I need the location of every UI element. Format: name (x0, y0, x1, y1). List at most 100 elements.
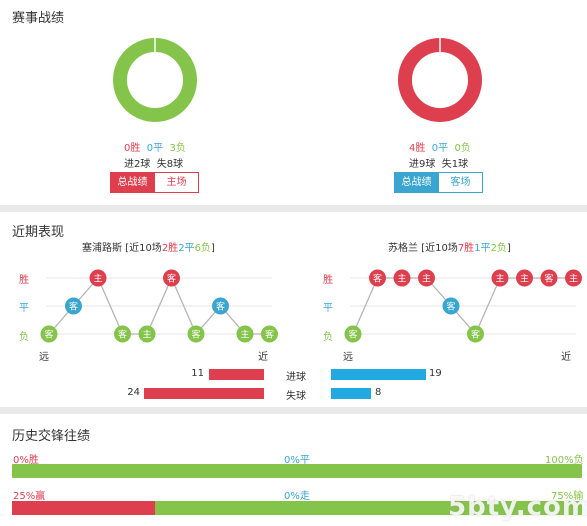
right-team-match-marker[interactable]: 主 (516, 269, 533, 287)
overall-record-title: 赛事战绩 (12, 11, 65, 26)
right-away-button[interactable]: 客场 (438, 172, 483, 193)
left-team-match-marker[interactable]: 客 (261, 325, 278, 343)
left-win-count: 0胜 (124, 143, 141, 154)
left-team-match-marker[interactable]: 主 (236, 325, 254, 343)
right-team-match-marker[interactable]: 客 (540, 269, 558, 287)
left-team-summary: 塞浦路斯 [近10场2胜2平6负] (82, 243, 215, 254)
left-team-match-dot (65, 297, 82, 315)
h2h-handicap-loss-percent: 75%输 (551, 491, 584, 502)
right-team-match-venue: 主 (520, 273, 529, 285)
left-conceded-value: 24 (127, 387, 140, 398)
right-team-match-dot (565, 269, 582, 287)
right-near-label: 近 (561, 352, 571, 363)
left-row-label-loss: 负 (19, 332, 29, 343)
h2h-handicap-win-percent: 25%赢 (13, 491, 46, 502)
right-team-match-marker[interactable]: 主 (491, 269, 509, 287)
left-team-match-dot (187, 325, 205, 343)
h2h-handicap-push-percent: 0%走 (284, 491, 310, 502)
site-watermark: 5bty.com (448, 492, 587, 522)
right-team-match-dot (540, 269, 558, 287)
right-team-match-marker[interactable]: 主 (565, 269, 582, 287)
left-loss-count: 3负 (169, 143, 186, 154)
right-far-label: 远 (343, 352, 353, 363)
head-to-head-title: 历史交锋往绩 (12, 429, 91, 444)
right-team-match-marker[interactable]: 客 (369, 269, 386, 287)
conceded-label: 失球 (286, 391, 306, 402)
left-team-match-marker[interactable]: 客 (114, 325, 131, 343)
left-team-match-venue: 客 (118, 329, 127, 341)
right-team-match-venue: 客 (446, 301, 455, 313)
right-team-summary: 苏格兰 [近10场7胜1平2负] (388, 243, 511, 254)
left-team-match-dot (40, 325, 58, 343)
left-team-match-venue: 客 (167, 273, 176, 285)
right-team-match-dot (467, 325, 484, 343)
left-record-donut (113, 38, 197, 122)
right-team-match-marker[interactable]: 客 (467, 325, 484, 343)
left-team-name: 塞浦路斯 (82, 243, 122, 254)
right-team-match-dot (418, 269, 435, 287)
right-team-match-dot (516, 269, 533, 287)
h2h-loss-percent: 100%负 (545, 455, 584, 466)
left-goals-text: 进2球 失8球 (124, 159, 184, 170)
right-draw-count: 0平 (431, 143, 449, 154)
right-donut-ring (398, 38, 482, 122)
right-row-label-win: 胜 (323, 275, 333, 286)
right-team-form-chart: 客客主主客客主主客主 (344, 269, 582, 343)
recent-form-panel: 近期表现 塞浦路斯 [近10场2胜2平6负] 苏格兰 [近10场7胜1平2负] … (0, 212, 587, 407)
right-team-match-marker[interactable]: 客 (442, 297, 460, 315)
h2h-handicap-bar-red (12, 501, 155, 515)
left-donut-ring (113, 38, 197, 122)
right-team-match-venue: 客 (348, 329, 357, 341)
left-team-match-venue: 客 (69, 301, 78, 313)
right-total-record-button[interactable]: 总战绩 (394, 172, 439, 193)
right-team-match-marker[interactable]: 客 (344, 325, 362, 343)
left-team-match-venue: 主 (93, 273, 102, 285)
left-near-label: 近 (258, 352, 268, 363)
right-team-match-venue: 主 (397, 273, 406, 285)
left-team-match-venue: 客 (44, 329, 53, 341)
right-team-match-dot (369, 269, 386, 287)
right-record-counts: 4胜 0平 0负 (409, 139, 471, 154)
right-team-form-line (352, 277, 574, 336)
right-team-match-dot (442, 297, 460, 315)
left-team-form-chart: 客客主客 主客客客主客 (40, 269, 278, 343)
left-team-match-dot (114, 325, 131, 343)
h2h-draw-percent: 0%平 (284, 455, 310, 466)
right-loss-count: 0负 (454, 143, 471, 154)
right-conceded-bar (331, 388, 371, 399)
right-team-match-marker[interactable]: 主 (418, 269, 435, 287)
left-total-record-button[interactable]: 总战绩 (110, 172, 155, 193)
left-home-button[interactable]: 主场 (154, 172, 199, 193)
h2h-result-bar (12, 464, 582, 478)
left-team-match-venue: 客 (265, 329, 274, 341)
left-team-match-marker[interactable]: 客 (187, 325, 205, 343)
left-team-match-dot (89, 269, 107, 287)
left-team-match-marker[interactable]: 客 (65, 297, 82, 315)
h2h-win-percent: 0%胜 (13, 455, 39, 466)
left-draw-count: 0平 (146, 143, 164, 154)
left-team-match-marker[interactable]: 客 (212, 297, 229, 315)
overall-record-panel: 赛事战绩 0胜 0平 3负 进2球 失8球 总战绩 主场 4胜 0平 0负 进9… (0, 0, 587, 205)
right-goals-text: 进9球 失1球 (409, 159, 469, 170)
left-team-match-dot (236, 325, 254, 343)
left-team-draws: 2平 (178, 243, 195, 254)
right-team-match-marker[interactable]: 主 (393, 269, 411, 287)
left-far-label: 远 (39, 352, 49, 363)
left-team-match-marker[interactable]: 主 (89, 269, 107, 287)
right-scored-bar (331, 369, 426, 380)
left-team-match-marker[interactable]: 主 (138, 325, 156, 343)
right-team-match-venue: 客 (544, 273, 553, 285)
left-conceded-bar (144, 388, 264, 399)
right-scored-value: 19 (429, 368, 442, 379)
right-team-match-venue: 主 (422, 273, 431, 285)
right-team-wins: 7胜 (457, 243, 475, 254)
right-team-match-dot (393, 269, 411, 287)
left-record-counts: 0胜 0平 3负 (124, 139, 186, 154)
right-team-draws: 1平 (474, 243, 491, 254)
right-team-match-venue: 主 (569, 273, 578, 285)
left-scored-bar (209, 369, 264, 380)
left-team-match-marker[interactable]: 客 (40, 325, 58, 343)
left-team-losses: 6负 (194, 243, 211, 254)
left-team-wins: 2胜 (161, 243, 179, 254)
left-team-match-marker[interactable]: 客 (163, 269, 180, 287)
